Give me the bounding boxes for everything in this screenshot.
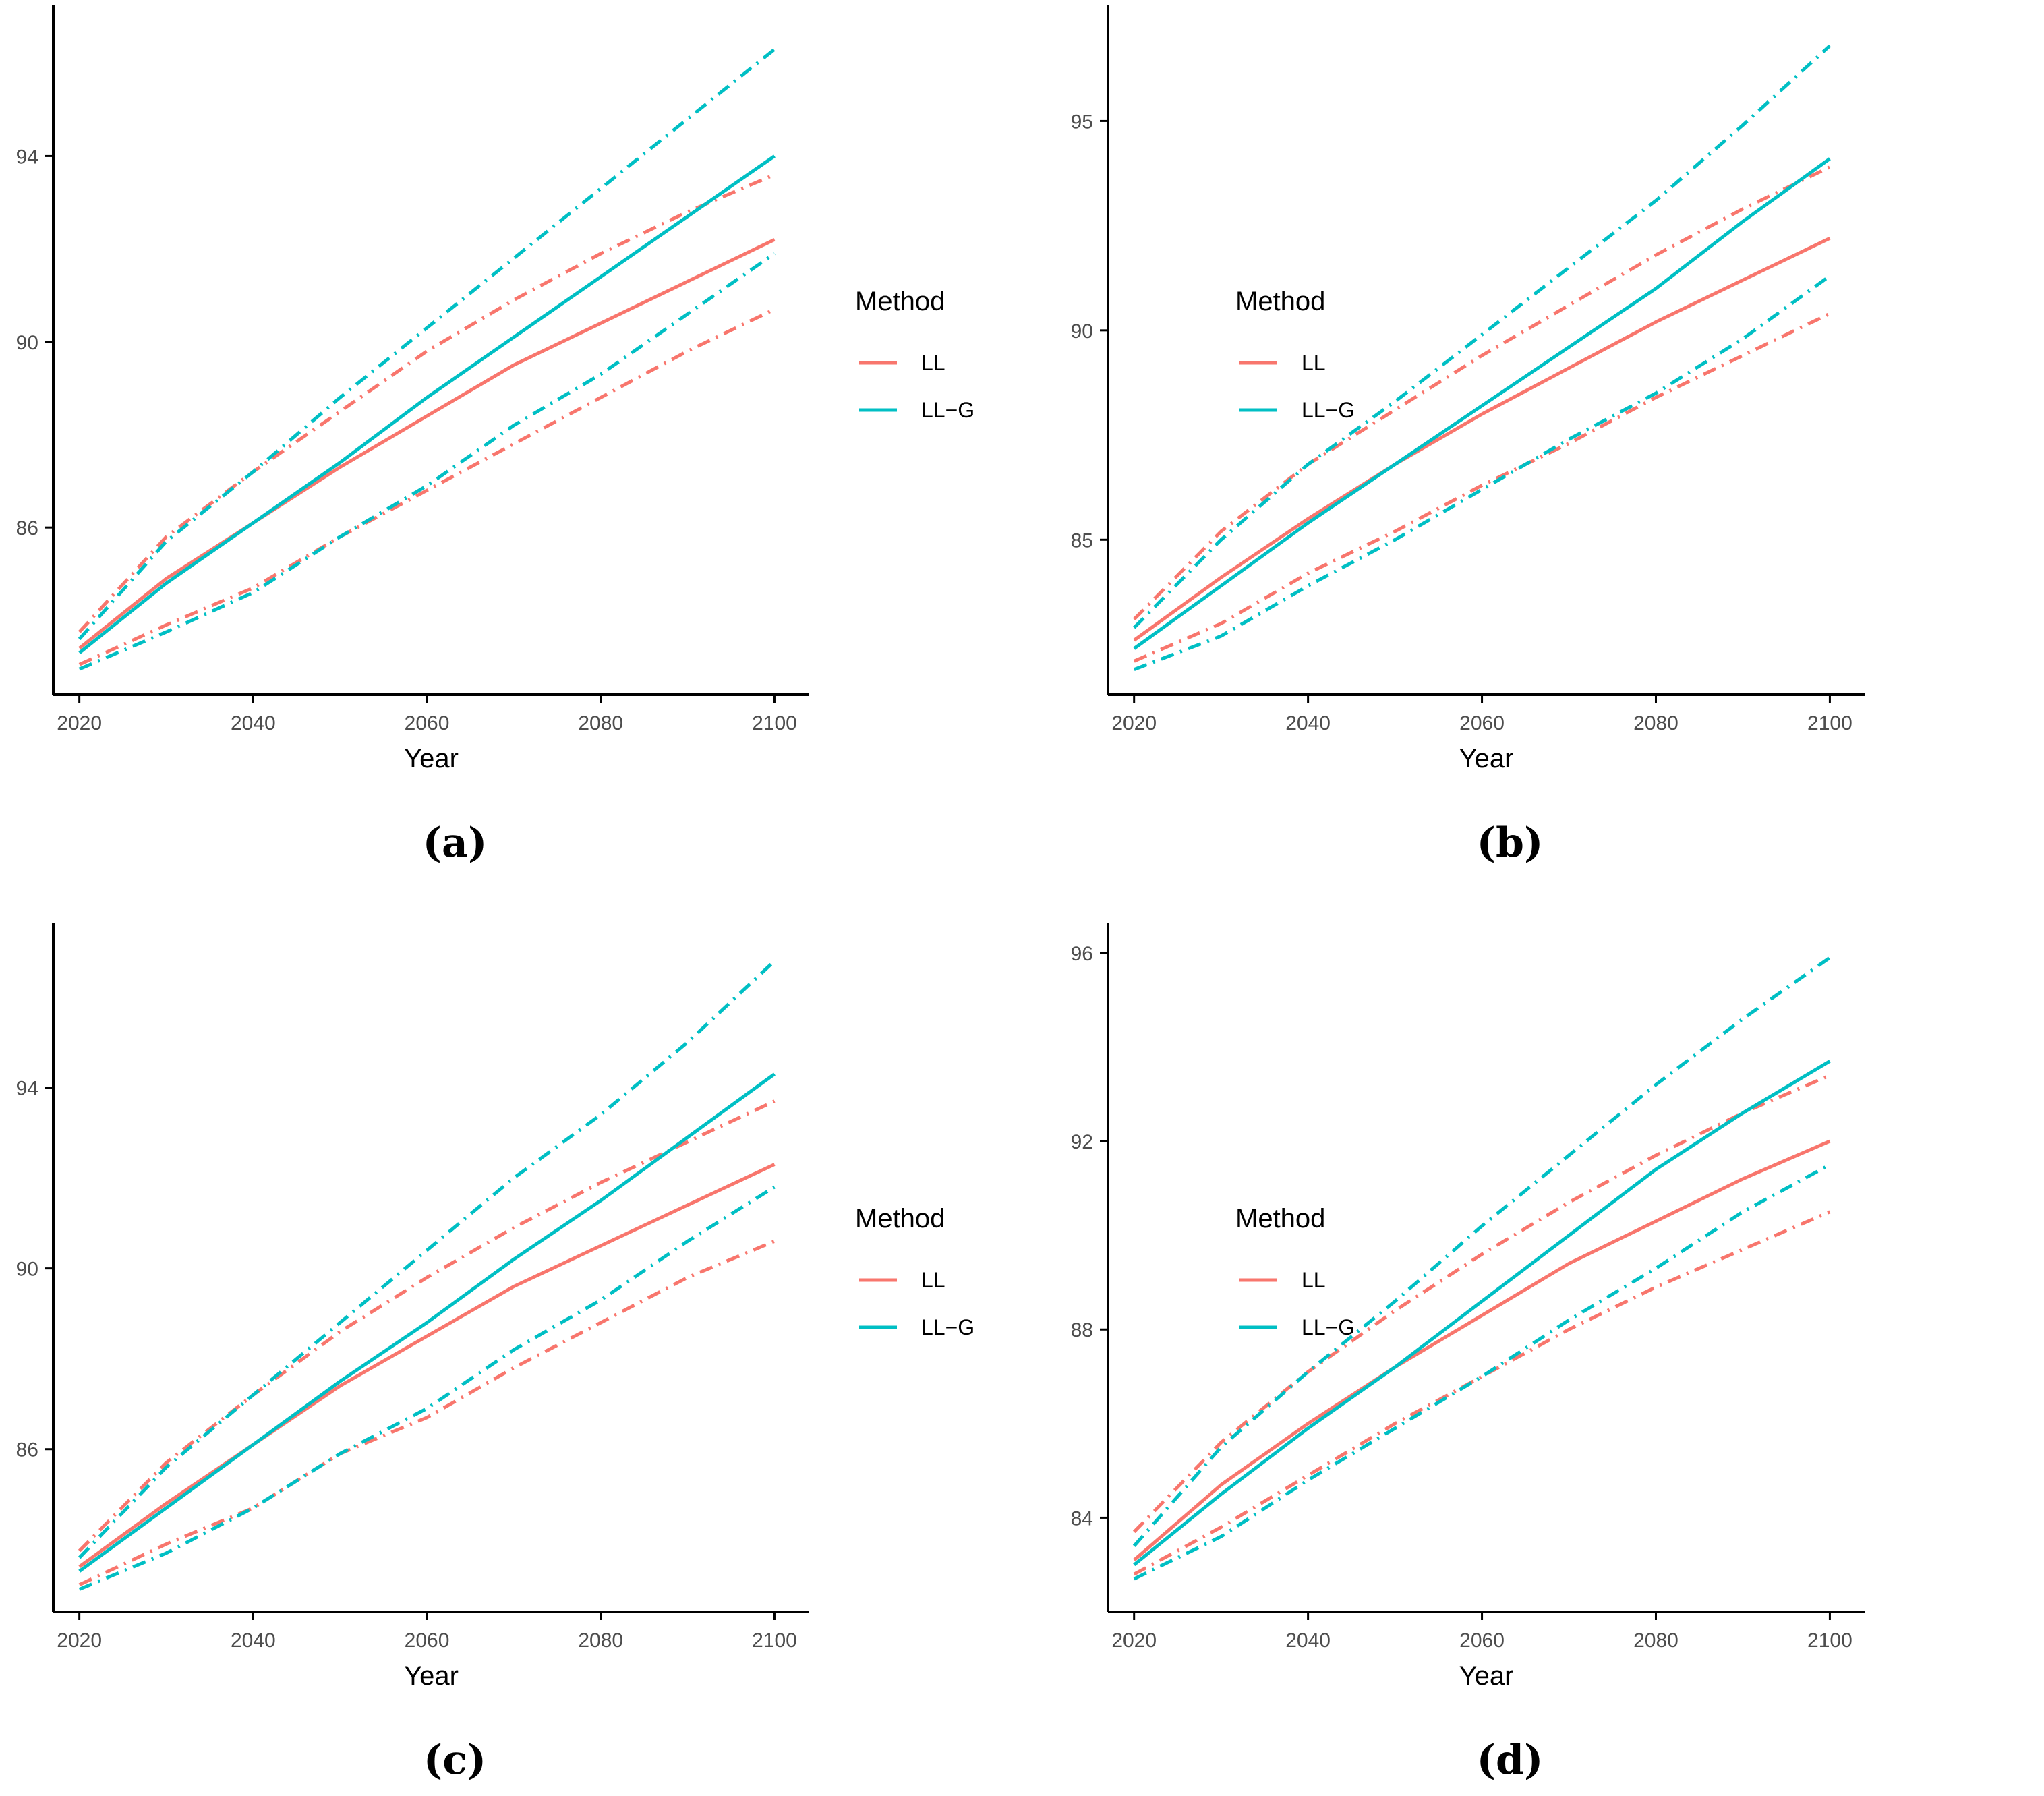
series-line-ll-dotdash-2: [78, 173, 776, 633]
legend-label-ll-g: LL−G: [921, 1315, 974, 1339]
series-line-ll-g-solid-4: [1133, 157, 1831, 650]
y-tick-label: 94: [16, 146, 38, 168]
series-line-ll-g-dotdash-6: [1133, 1163, 1831, 1581]
x-tick-label: 2020: [57, 1629, 102, 1652]
chart-panel-2: 2020 2040 2060 2080 2100 85 90 95 Year Method LL LL…: [1071, 5, 1865, 867]
series-line-ll-solid-1: [1133, 237, 1831, 642]
y-tick-label: 92: [1071, 1131, 1093, 1153]
series-line-ll-solid-1: [78, 1163, 776, 1569]
legend-label-ll: LL: [921, 1268, 945, 1292]
legend-title: Method: [855, 1204, 945, 1234]
y-tick-label: 90: [16, 332, 38, 354]
series-line-ll-g-dotdash-5: [1132, 956, 1831, 1547]
series-line-ll-g-dotdash-5: [1132, 44, 1832, 629]
panel-label: (c): [424, 1737, 486, 1784]
legend-title: Method: [1235, 1204, 1325, 1234]
chart-panel-4: 2020 2040 2060 2080 2100 84 88 92 96 Year Method LL…: [1071, 923, 1865, 1784]
series-line-ll-dotdash-3: [78, 308, 776, 666]
series-line-ll-g-solid-4: [78, 1072, 776, 1573]
legend: Method LL LL−G: [855, 287, 974, 422]
x-axis-title: Year: [404, 744, 459, 774]
x-tick-label: 2020: [1111, 1629, 1157, 1652]
series-line-ll-dotdash-2: [1132, 165, 1831, 620]
y-tick-label: 90: [1071, 320, 1093, 343]
x-tick-label: 2080: [1633, 712, 1678, 734]
x-axis-title: Year: [404, 1661, 459, 1691]
y-tick-label: 84: [1071, 1507, 1093, 1530]
y-tick-label: 94: [16, 1078, 38, 1100]
x-tick-label: 2060: [1459, 712, 1505, 734]
series-line-ll-dotdash-3: [78, 1240, 776, 1587]
series-line-ll-g-dotdash-5: [78, 960, 776, 1559]
x-tick-label: 2100: [1807, 1629, 1852, 1652]
x-tick-label: 2060: [405, 712, 450, 734]
legend-label-ll-g: LL−G: [1302, 398, 1355, 422]
x-tick-label: 2040: [231, 712, 276, 734]
series-line-ll-dotdash-2: [1132, 1074, 1831, 1534]
series-line-ll-dotdash-3: [1133, 1210, 1831, 1576]
y-tick-label: 86: [16, 517, 38, 540]
panel-label: (b): [1477, 819, 1544, 867]
legend-label-ll-g: LL−G: [921, 398, 974, 422]
x-tick-label: 2020: [57, 712, 102, 734]
legend-label-ll-g: LL−G: [1302, 1315, 1355, 1339]
x-tick-label: 2100: [752, 712, 797, 734]
y-tick-label: 95: [1071, 111, 1093, 133]
y-tick-label: 96: [1071, 943, 1093, 965]
series-line-ll-dotdash-2: [78, 1099, 776, 1553]
legend-label-ll: LL: [921, 351, 945, 375]
x-tick-label: 2080: [1633, 1629, 1678, 1652]
series-line-ll-dotdash-3: [1133, 312, 1831, 663]
y-tick-label: 85: [1071, 529, 1093, 552]
y-tick-label: 88: [1071, 1319, 1093, 1341]
legend-label-ll: LL: [1302, 1268, 1326, 1292]
x-tick-label: 2040: [231, 1629, 276, 1652]
series-line-ll-g-dotdash-5: [78, 48, 776, 641]
series-line-ll-solid-1: [1133, 1139, 1831, 1562]
legend-label-ll: LL: [1302, 351, 1326, 375]
series-line-ll-g-dotdash-6: [78, 252, 776, 671]
x-tick-label: 2020: [1111, 712, 1157, 734]
x-tick-label: 2100: [752, 1629, 797, 1652]
series-line-ll-g-solid-4: [78, 154, 776, 654]
x-tick-label: 2040: [1285, 712, 1331, 734]
x-tick-label: 2100: [1807, 712, 1852, 734]
legend-title: Method: [1235, 287, 1325, 316]
series-line-ll-g-solid-4: [1133, 1060, 1831, 1567]
chart-panel-3: 2020 2040 2060 2080 2100 86 90 94 Year Method LL LL…: [16, 923, 974, 1784]
legend: Method LL LL−G: [1235, 1204, 1355, 1339]
legend: Method LL LL−G: [1235, 287, 1355, 422]
legend-title: Method: [855, 287, 945, 316]
x-tick-label: 2060: [1459, 1629, 1505, 1652]
panel-label: (d): [1477, 1737, 1544, 1784]
series-line-ll-g-dotdash-6: [1133, 274, 1831, 672]
y-tick-label: 86: [16, 1439, 38, 1461]
x-tick-label: 2060: [405, 1629, 450, 1652]
x-tick-label: 2080: [578, 1629, 623, 1652]
series-line-ll-solid-1: [78, 238, 776, 650]
chart-panel-1: 2020 2040 2060 2080 2100 86 90 94 Year Method LL LL…: [16, 5, 974, 867]
panel-label: (a): [423, 819, 488, 867]
x-tick-label: 2040: [1285, 1629, 1331, 1652]
x-axis-title: Year: [1459, 1661, 1514, 1691]
x-tick-label: 2080: [578, 712, 623, 734]
series-line-ll-g-dotdash-6: [78, 1185, 776, 1591]
legend: Method LL LL−G: [855, 1204, 974, 1339]
y-tick-label: 90: [16, 1258, 38, 1281]
x-axis-title: Year: [1459, 744, 1514, 774]
